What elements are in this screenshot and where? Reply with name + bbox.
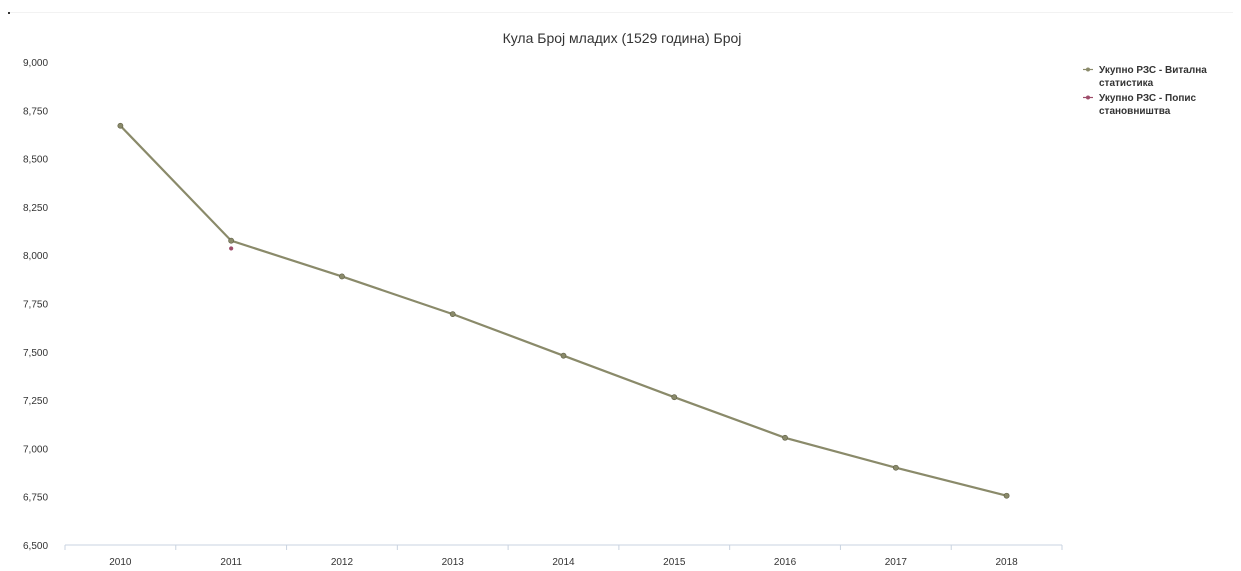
y-tick-label: 9,000	[23, 58, 48, 69]
x-tick-label: 2016	[774, 557, 797, 568]
y-tick-label: 7,250	[23, 396, 48, 407]
y-tick-label: 8,250	[23, 203, 48, 214]
series-2	[229, 246, 234, 251]
series-line	[119, 124, 1007, 497]
legend-swatch-marker	[1086, 95, 1090, 100]
x-tick-label: 2013	[442, 557, 465, 568]
series-layer	[117, 122, 1010, 499]
corner-mark	[8, 12, 10, 14]
x-tick-label: 2015	[663, 557, 686, 568]
legend-item-1: Укупно РЗС - Витална статистика	[1083, 65, 1207, 89]
y-tick-label: 6,500	[23, 541, 48, 552]
y-tick-label: 8,750	[23, 106, 48, 117]
x-tick-label: 2017	[885, 557, 908, 568]
legend-item-2: Укупно РЗС - Попис становништва	[1083, 93, 1197, 117]
y-tick-label: 8,500	[23, 155, 48, 166]
data-point	[560, 352, 567, 359]
data-point	[782, 434, 788, 441]
legend-label: Укупно РЗС - Попис становништва	[1099, 93, 1197, 117]
x-tick-label: 2010	[109, 557, 132, 568]
y-tick-label: 7,750	[23, 300, 48, 311]
x-tick-label: 2014	[552, 557, 575, 568]
y-tick-label: 7,000	[23, 444, 48, 455]
data-point	[229, 246, 234, 251]
axes: 2010 2011 2012 2013 2014 2015 2016 2017 2018 6,50…	[23, 58, 1063, 568]
data-point	[449, 311, 456, 318]
chart-title: Кула Број младих (1529 година) Број	[503, 30, 742, 46]
x-tick-label: 2018	[995, 557, 1018, 568]
y-tick-label: 7,500	[23, 348, 48, 359]
data-point	[117, 122, 124, 129]
top-divider	[8, 12, 1233, 13]
series-1	[117, 122, 1010, 499]
data-point	[339, 273, 345, 280]
data-point	[671, 394, 678, 401]
data-point	[892, 464, 899, 471]
data-point	[228, 237, 235, 244]
y-tick-label: 8,000	[23, 251, 48, 262]
legend: Укупно РЗС - Витална статистика Укупно РЗС…	[1083, 65, 1207, 117]
data-point	[1003, 492, 1010, 499]
x-tick-label: 2011	[220, 557, 242, 568]
y-tick-label: 6,750	[23, 493, 48, 504]
legend-label: Укупно РЗС - Витална статистика	[1099, 65, 1207, 89]
legend-swatch-marker	[1086, 67, 1090, 72]
x-tick-label: 2012	[331, 557, 354, 568]
